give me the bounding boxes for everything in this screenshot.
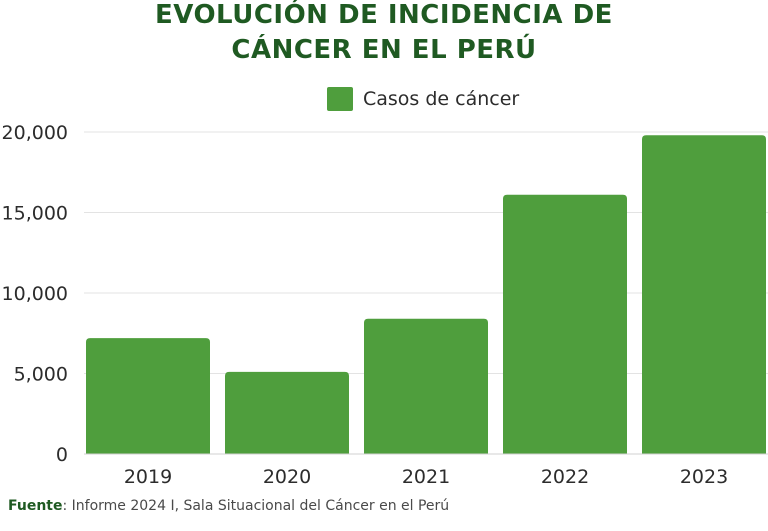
y-tick-label: 5,000 xyxy=(14,364,68,386)
bar xyxy=(86,338,210,454)
bar xyxy=(225,371,349,454)
bar xyxy=(364,318,488,454)
y-tick-label: 20,000 xyxy=(2,122,68,144)
chart-title-line-1: EVOLUCIÓN DE INCIDENCIA DE xyxy=(155,0,613,30)
legend-label: Casos de cáncer xyxy=(363,88,520,110)
y-tick-label: 10,000 xyxy=(2,283,68,305)
x-tick-label: 2022 xyxy=(541,466,589,488)
source-label: Fuente xyxy=(8,498,63,514)
legend: Casos de cáncer xyxy=(327,86,519,112)
y-tick-label: 15,000 xyxy=(2,203,68,225)
chart-title-line-2: CÁNCER EN EL PERÚ xyxy=(231,35,537,65)
bar xyxy=(642,135,766,454)
source-note: Fuente: Informe 2024 I, Sala Situacional… xyxy=(8,498,449,514)
x-tick-label: 2023 xyxy=(680,466,728,488)
legend-swatch xyxy=(327,87,353,111)
x-tick-label: 2020 xyxy=(263,466,311,488)
bar xyxy=(503,194,627,455)
x-tick-label: 2019 xyxy=(124,466,172,488)
x-tick-label: 2021 xyxy=(402,466,450,488)
source-text: : Informe 2024 I, Sala Situacional del C… xyxy=(62,498,450,514)
y-tick-label: 0 xyxy=(56,444,68,466)
